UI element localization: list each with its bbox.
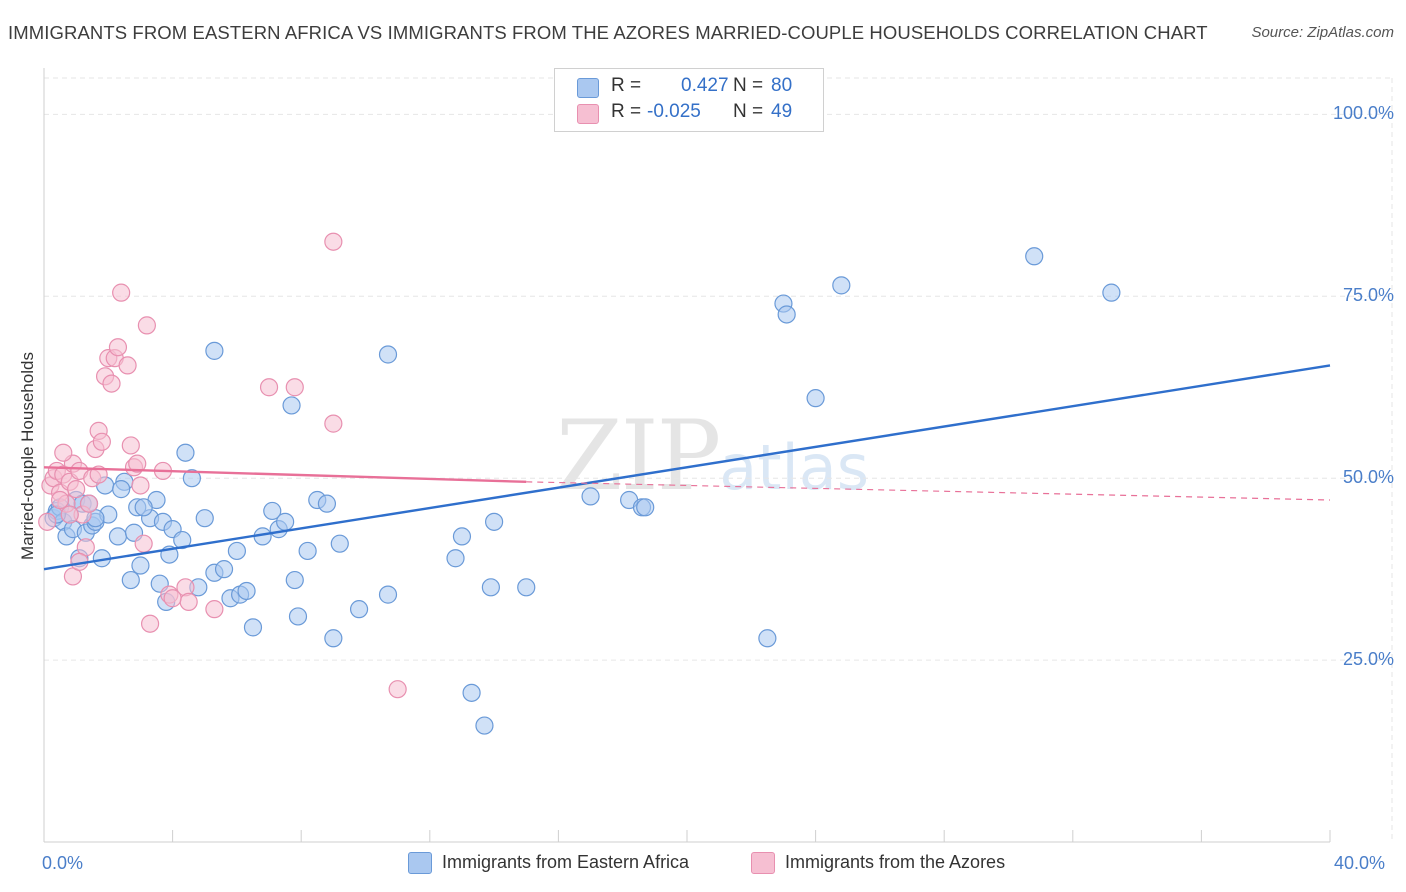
blue-data-point <box>378 345 398 364</box>
y-tick-label: 25.0% <box>1342 649 1394 670</box>
blue-data-point <box>777 305 796 324</box>
blue-data-point <box>636 498 655 517</box>
blue-data-point <box>121 570 140 590</box>
blue-data-point <box>324 629 343 648</box>
legend-r-value-1: 0.427 <box>681 75 729 96</box>
blue-data-point <box>1102 283 1121 302</box>
blue-data-point <box>243 618 263 637</box>
pink-trend-extension <box>526 481 1331 501</box>
legend-r-label: R = <box>611 75 642 96</box>
blue-data-point <box>108 527 128 546</box>
blue-data-point <box>227 541 246 561</box>
pink-data-point <box>137 316 156 335</box>
y-tick-label: 75.0% <box>1342 285 1394 306</box>
pink-data-point <box>163 589 182 608</box>
blue-data-point <box>298 541 317 561</box>
blue-data-point <box>237 581 256 601</box>
bottom-legend-label-1: Immigrants from Eastern Africa <box>442 852 690 872</box>
blue-data-point <box>317 494 337 513</box>
pink-data-point <box>108 338 128 357</box>
pink-data-point <box>259 378 279 397</box>
blue-data-point <box>475 716 494 735</box>
bottom-legend-swatch-blue <box>408 852 432 875</box>
pink-data-point <box>102 374 121 393</box>
y-axis-label: Married-couple Households <box>18 352 37 560</box>
blue-data-point <box>195 509 214 528</box>
blue-data-point <box>176 443 195 462</box>
x-tick-label-max: 40.0% <box>1334 853 1386 873</box>
pink-data-point <box>50 490 70 510</box>
blue-data-point <box>134 498 153 517</box>
legend-n-value-2: 49 <box>771 101 793 122</box>
pink-data-point <box>128 454 147 473</box>
blue-data-point <box>832 276 851 295</box>
pink-data-point <box>38 512 57 531</box>
blue-data-point <box>263 501 282 521</box>
pink-data-point <box>112 283 131 302</box>
blue-data-point <box>112 480 131 499</box>
blue-data-point <box>378 585 398 604</box>
blue-data-point <box>452 527 472 546</box>
legend-r-label: R = <box>611 101 642 122</box>
pink-data-point <box>285 378 304 397</box>
blue-data-point <box>173 530 192 550</box>
legend-swatch-pink <box>577 104 599 124</box>
pink-data-point <box>324 232 343 251</box>
source-credit: Source: ZipAtlas.com <box>1251 24 1394 41</box>
legend-n-value-1: 80 <box>771 75 793 96</box>
pink-trend-line <box>43 466 527 484</box>
blue-data-point <box>349 600 369 619</box>
blue-data-point <box>285 570 304 590</box>
blue-data-point <box>806 389 825 408</box>
legend-n-label: N = <box>733 101 764 122</box>
chart-title: IMMIGRANTS FROM EASTERN AFRICA VS IMMIGR… <box>8 22 1208 43</box>
pink-data-point <box>92 432 111 451</box>
pink-data-point <box>140 614 160 633</box>
pink-data-point <box>118 356 137 375</box>
pink-data-point <box>205 600 224 619</box>
blue-data-point <box>485 512 504 531</box>
pink-data-point <box>89 465 108 484</box>
blue-data-point <box>1025 247 1044 266</box>
pink-data-point <box>131 476 150 495</box>
blue-data-point <box>758 629 777 648</box>
blue-data-point <box>517 578 536 597</box>
bottom-legend-label-2: Immigrants from the Azores <box>785 852 1006 872</box>
pink-data-point <box>67 480 86 499</box>
pink-data-point <box>134 534 153 553</box>
legend-n-label: N = <box>733 75 764 96</box>
bottom-legend-azores: Immigrants from the Azores <box>751 852 1006 875</box>
blue-data-point <box>481 578 500 597</box>
blue-data-point <box>446 549 465 568</box>
blue-data-point <box>214 560 234 579</box>
blue-data-point <box>462 683 481 702</box>
blue-data-point <box>182 469 201 488</box>
stats-legend: R = 0.427 N = 80 R = -0.025 N = 49 <box>554 68 824 132</box>
pink-data-point <box>121 436 140 455</box>
blue-data-point <box>276 512 295 531</box>
y-tick-label: 50.0% <box>1342 467 1394 488</box>
bottom-legend-eastern-africa: Immigrants from Eastern Africa <box>408 852 690 875</box>
pink-data-point <box>179 592 198 611</box>
blue-data-point <box>330 534 349 553</box>
y-tick-label: 100.0% <box>1332 103 1394 124</box>
blue-data-point <box>282 396 301 415</box>
pink-data-point <box>54 443 73 462</box>
blue-data-point <box>131 556 150 575</box>
pink-data-point <box>60 505 79 524</box>
bottom-legend-swatch-pink <box>751 852 775 875</box>
blue-data-point <box>205 341 224 360</box>
pink-data-point <box>324 414 343 433</box>
blue-data-point <box>288 607 308 626</box>
blue-data-point <box>581 487 600 506</box>
legend-swatch-blue <box>577 78 599 98</box>
legend-r-value-2: -0.025 <box>647 101 701 122</box>
pink-data-point <box>79 494 99 513</box>
blue-trend-line <box>43 364 1331 571</box>
pink-data-point <box>388 680 407 699</box>
x-tick-label-min: 0.0% <box>42 853 84 873</box>
